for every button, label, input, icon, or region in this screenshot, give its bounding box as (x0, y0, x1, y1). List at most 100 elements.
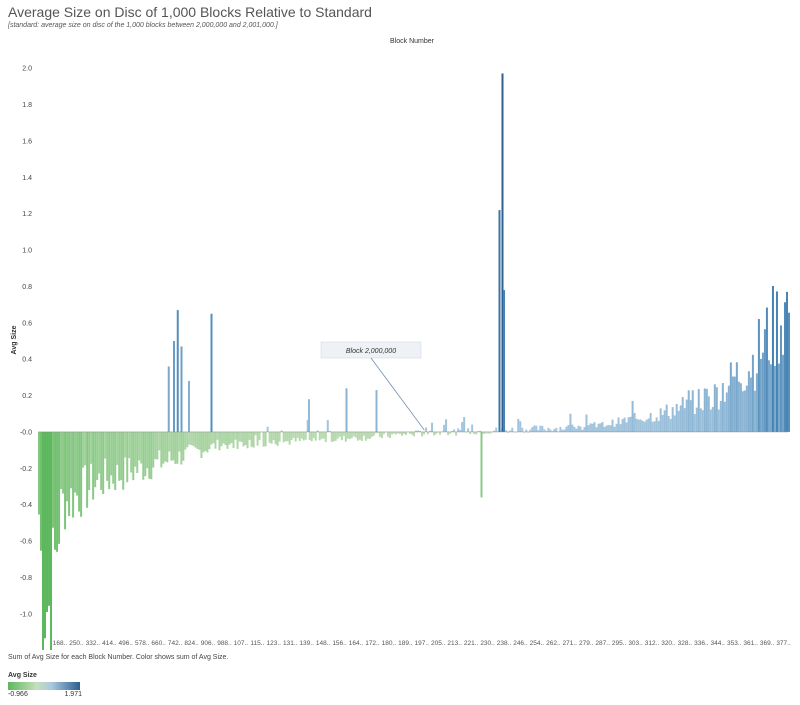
bar (623, 417, 626, 432)
bar (134, 431, 137, 467)
bar (376, 431, 379, 434)
y-tick-label: -1.0 (20, 611, 32, 618)
bar (236, 431, 239, 449)
bar (290, 431, 293, 440)
bar (737, 381, 740, 432)
bar (248, 431, 251, 440)
bar (591, 423, 594, 432)
bar (230, 431, 233, 444)
bar (449, 431, 452, 434)
bar (346, 431, 349, 439)
x-axis-title: Block Number (390, 38, 435, 45)
y-tick-label: 0.4 (22, 357, 32, 364)
bar (609, 425, 612, 432)
bar (547, 427, 550, 432)
bar (627, 417, 630, 432)
bar (753, 390, 756, 432)
x-tick-label: 320.. (661, 640, 676, 647)
bar (216, 431, 219, 440)
bar (220, 431, 223, 447)
bar (190, 431, 193, 446)
bar (266, 426, 269, 432)
chart-subtitle: [standard: average size on disc of the 1… (8, 22, 278, 29)
bar (595, 427, 598, 432)
bar (302, 431, 305, 441)
bar-spike (180, 346, 183, 432)
bar (427, 431, 430, 435)
bar (342, 431, 345, 436)
bar (362, 431, 365, 436)
bar (543, 429, 546, 432)
bar (699, 408, 702, 432)
bar (657, 420, 660, 432)
bar (180, 431, 183, 465)
bar (641, 420, 644, 432)
bar-spike (308, 399, 310, 432)
bar (703, 388, 706, 432)
bar (272, 431, 275, 441)
x-tick-label: 107.. (234, 640, 249, 647)
bar (392, 431, 395, 434)
bar (174, 431, 177, 464)
bar (785, 291, 788, 432)
bar (637, 419, 640, 432)
bar (252, 431, 255, 448)
bar (172, 431, 175, 461)
bar (410, 431, 413, 435)
bar (364, 431, 367, 441)
bar (635, 418, 638, 432)
bar (475, 431, 478, 435)
bar-spike (375, 390, 378, 432)
bar (671, 407, 674, 432)
bar (144, 431, 147, 477)
bar (314, 431, 317, 441)
y-axis: 2.0 1.8 1.6 1.4 1.2 1.0 0.8 0.6 0.4 0.2 -0.0 -0.2 -0… (20, 66, 32, 619)
bar (368, 431, 371, 439)
bar (579, 426, 582, 432)
bar (707, 396, 710, 432)
bar (781, 354, 784, 432)
bar (112, 431, 115, 484)
bar (160, 431, 163, 468)
bar (677, 410, 680, 432)
bar (292, 431, 295, 438)
x-tick-label: 230.. (480, 640, 495, 647)
bar (485, 431, 488, 434)
bar (665, 404, 668, 432)
bar (224, 431, 227, 446)
bar (130, 431, 133, 473)
bar (788, 312, 790, 432)
bar (48, 431, 51, 606)
bar-chart: Block Number Avg Size 2.0 1.8 1.6 1.4 1.2 1.0… (11, 38, 791, 650)
bar (214, 431, 217, 449)
bar-spike (210, 313, 213, 432)
bar (669, 418, 672, 432)
bar (58, 431, 61, 544)
bar (322, 431, 325, 439)
bar (274, 431, 277, 445)
bar (473, 431, 476, 435)
bar (132, 431, 135, 481)
bar (94, 431, 97, 488)
bar (549, 429, 552, 432)
bar (288, 431, 291, 445)
bar (92, 431, 95, 500)
bar (645, 419, 648, 432)
bars-group (38, 73, 790, 650)
legend-gradient (8, 682, 80, 690)
bar (783, 302, 786, 432)
bar (511, 427, 514, 432)
bar (110, 431, 113, 476)
x-tick-label: 377.. (776, 640, 791, 647)
bar (683, 408, 686, 432)
bar (663, 410, 666, 432)
bar (64, 431, 67, 530)
bar (763, 329, 766, 432)
annotation-arrow (370, 357, 425, 431)
bar (757, 319, 760, 432)
x-tick-label: 988.. (217, 640, 232, 647)
bar (559, 426, 562, 432)
bar (561, 429, 564, 432)
bar (148, 431, 151, 479)
bar (587, 425, 590, 432)
